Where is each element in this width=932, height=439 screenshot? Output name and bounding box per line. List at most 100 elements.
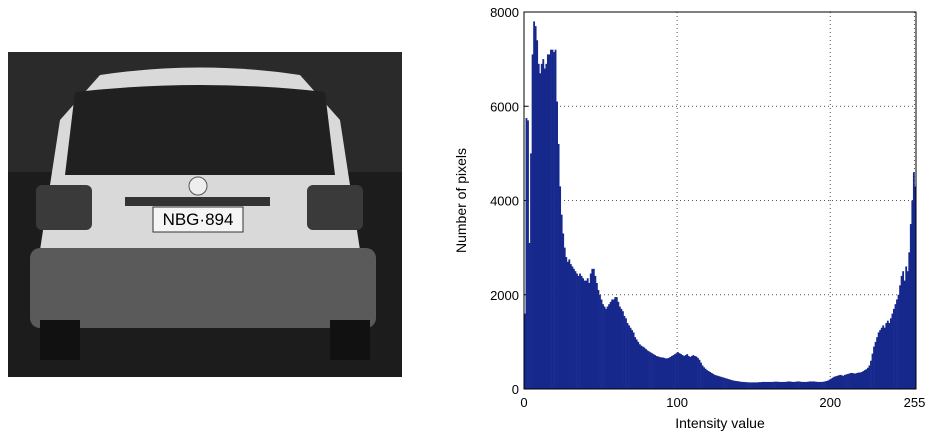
- bar: [808, 381, 811, 389]
- bar: [638, 344, 641, 389]
- bar: [862, 371, 865, 389]
- bar: [644, 348, 647, 389]
- bar: [589, 273, 592, 389]
- bar: [663, 357, 666, 389]
- license-plate: [152, 206, 244, 233]
- bar: [765, 381, 768, 389]
- bar: [643, 347, 646, 389]
- bar: [788, 381, 791, 389]
- bar: [888, 323, 891, 389]
- bar: [540, 63, 543, 390]
- x-tick-label: 200: [819, 395, 841, 410]
- bar: [568, 259, 571, 389]
- bar: [807, 381, 810, 389]
- bar: [770, 381, 773, 389]
- bar: [592, 268, 595, 389]
- bar: [886, 320, 889, 389]
- bar: [553, 52, 555, 390]
- bar: [781, 381, 784, 389]
- bar: [602, 304, 604, 389]
- bar: [750, 382, 753, 389]
- bar: [804, 381, 807, 389]
- bar: [669, 356, 672, 389]
- bar: [539, 73, 542, 389]
- bar: [863, 370, 866, 389]
- bar: [883, 327, 886, 389]
- bar: [795, 381, 797, 389]
- bar: [827, 380, 830, 389]
- tail-light: [36, 185, 92, 230]
- trim: [125, 197, 270, 206]
- bar: [634, 337, 637, 389]
- bar: [893, 308, 895, 389]
- bar: [859, 372, 862, 389]
- bar: [559, 186, 562, 389]
- bar: [629, 327, 632, 389]
- bar: [785, 381, 788, 389]
- bar: [531, 54, 534, 389]
- bar: [889, 318, 892, 389]
- bar: [896, 299, 898, 389]
- bar: [905, 266, 908, 389]
- tire: [330, 320, 370, 360]
- bar: [848, 373, 851, 389]
- bar: [661, 357, 664, 389]
- car-photo: NBG·894: [8, 52, 402, 377]
- bar: [816, 381, 819, 389]
- bar: [648, 351, 650, 389]
- bar: [537, 63, 540, 390]
- bar: [860, 372, 863, 389]
- bar: [550, 49, 552, 389]
- bar: [847, 373, 849, 389]
- bar: [586, 278, 589, 389]
- bar: [599, 294, 601, 389]
- bar: [726, 378, 728, 389]
- bar: [730, 380, 733, 389]
- y-tick-label: 6000: [490, 99, 519, 114]
- bar: [614, 297, 617, 389]
- bar: [571, 266, 574, 389]
- bar: [912, 172, 915, 389]
- bar: [556, 101, 558, 389]
- bar: [825, 380, 828, 389]
- bar: [527, 120, 529, 389]
- bar: [608, 304, 611, 389]
- bar: [641, 346, 644, 389]
- bar: [718, 376, 721, 389]
- bar: [839, 374, 842, 389]
- bar: [834, 376, 837, 389]
- bar: [900, 275, 903, 389]
- bar: [894, 304, 897, 389]
- bar: [851, 372, 854, 389]
- bar: [594, 275, 597, 389]
- bar: [799, 381, 802, 389]
- bar: [611, 299, 614, 389]
- bar: [525, 118, 528, 389]
- bar: [562, 233, 565, 389]
- bar: [879, 330, 882, 389]
- bar: [721, 377, 724, 389]
- bar: [580, 275, 583, 389]
- bar: [667, 357, 670, 389]
- bar: [749, 382, 751, 389]
- bar: [897, 294, 900, 389]
- y-tick-label: 4000: [490, 194, 519, 209]
- bar: [583, 280, 586, 389]
- bar: [654, 355, 656, 389]
- bar: [819, 381, 822, 389]
- bar: [877, 332, 880, 389]
- bar: [600, 299, 603, 389]
- bar: [686, 354, 689, 389]
- bar: [782, 381, 785, 389]
- bar: [560, 214, 563, 389]
- bar: [903, 280, 906, 389]
- bar: [707, 371, 710, 389]
- bar: [741, 381, 744, 389]
- bar: [701, 365, 704, 389]
- bar: [733, 380, 736, 389]
- bar: [784, 381, 787, 389]
- bar: [677, 352, 679, 389]
- bar: [674, 354, 676, 389]
- bar: [606, 306, 609, 389]
